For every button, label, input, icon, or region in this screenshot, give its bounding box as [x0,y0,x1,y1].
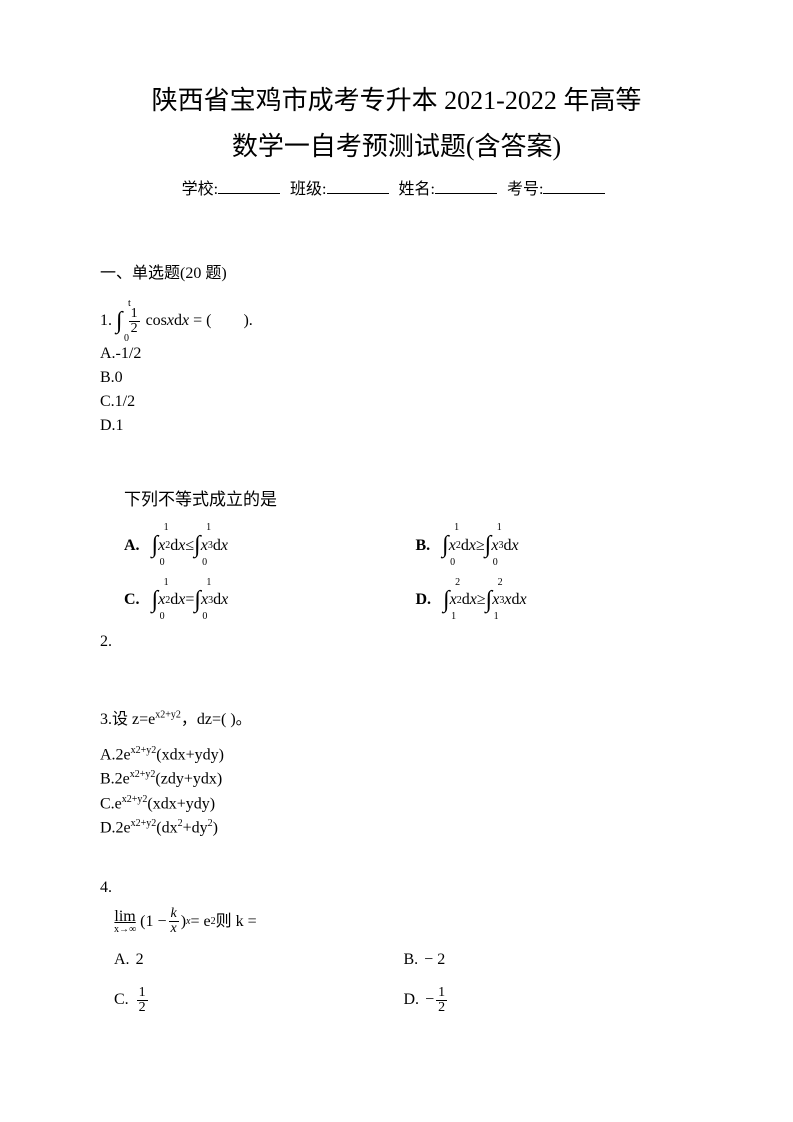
label-name: 姓名: [399,181,435,198]
blank-school[interactable] [218,178,280,194]
q1-cos: cos [146,312,167,329]
q4-number: 4. [100,874,693,901]
q1-d: d [174,312,182,329]
q4-expression: lim x→∞ (1 − kx )x = e2 则 k = [114,907,693,936]
label-examno: 考号: [507,181,543,198]
q1-options: A.-1/2 B.0 C.1/2 D.1 [100,342,693,438]
fraction-kx: kx [169,907,179,936]
blank-name[interactable] [435,178,497,194]
student-info-row: 学校: 班级: 姓名: 考号: [100,175,693,199]
question-2: 下列不等式成立的是 A. ∫10 x2d x ≤ ∫10 x3d x B. ∫1… [100,478,693,656]
q1-x2: x [182,312,189,329]
exam-title-line2: 数学一自考预测试题(含答案) [100,126,693,168]
q3-opt-b[interactable]: B.2ex2+y2(zdy+ydx) [100,767,693,791]
integral-icon: ∫t0 [116,301,123,342]
section-heading: 一、单选题(20 题) [100,259,693,283]
q3-opt-c[interactable]: C.ex2+y2(xdx+ydy) [100,792,693,816]
blank-class[interactable] [327,178,389,194]
q4-opt-c[interactable]: C.12 [114,986,404,1015]
q3-opt-a[interactable]: A.2ex2+y2(xdx+ydy) [100,743,693,767]
q1-opt-a[interactable]: A.-1/2 [100,342,693,366]
question-4: 4. lim x→∞ (1 − kx )x = e2 则 k = A.2 B.−… [100,874,693,1014]
q4-opt-b[interactable]: B.− 2 [404,946,694,973]
fraction-half: 12 [129,307,140,336]
limit-icon: lim x→∞ [114,909,136,935]
q2-opt-d[interactable]: D. ∫21 x2d x ≥ ∫21 x3x d x [416,580,678,621]
q1-opt-b[interactable]: B.0 [100,366,693,390]
q1-x: x [167,312,174,329]
exam-title-line1: 陕西省宝鸡市成考专升本 2021-2022 年高等 [100,80,693,122]
label-class: 班级: [290,181,326,198]
q1-opt-c[interactable]: C.1/2 [100,390,693,414]
q3-head-a: 设 z=e [112,711,155,728]
q1-number: 1. [100,312,112,329]
q4-opt-a[interactable]: A.2 [114,946,404,973]
label-school: 学校: [182,181,218,198]
q3-exp: x2+y2 [155,709,181,720]
q2-opt-a[interactable]: A. ∫10 x2d x ≤ ∫10 x3d x [124,525,386,566]
q4-opt-d[interactable]: D.− 12 [404,986,694,1015]
q2-heading: 下列不等式成立的是 [116,486,677,515]
q2-number: 2. [100,628,693,655]
q1-eq: = ( ). [193,312,253,329]
q2-opt-c[interactable]: C. ∫10 x2d x = ∫10 x3dx [124,580,386,621]
q1-opt-d[interactable]: D.1 [100,414,693,438]
question-1: 1. ∫t0 12 cosxdx = ( ). A.-1/2 B.0 C.1/2… [100,301,693,438]
q4-options: A.2 B.− 2 C.12 D.− 12 [100,946,693,1014]
q3-number: 3. [100,711,112,728]
q3-opt-d[interactable]: D.2ex2+y2(dx2+dy2) [100,816,693,840]
q2-opt-b[interactable]: B. ∫10 x2d x ≥ ∫10 x3d x [416,525,678,566]
blank-examno[interactable] [543,178,605,194]
q3-options: A.2ex2+y2(xdx+ydy) B.2ex2+y2(zdy+ydx) C.… [100,743,693,840]
question-3: 3.设 z=ex2+y2，dz=( )。 A.2ex2+y2(xdx+ydy) … [100,706,693,841]
q3-head-b: ，dz=( )。 [181,711,252,728]
